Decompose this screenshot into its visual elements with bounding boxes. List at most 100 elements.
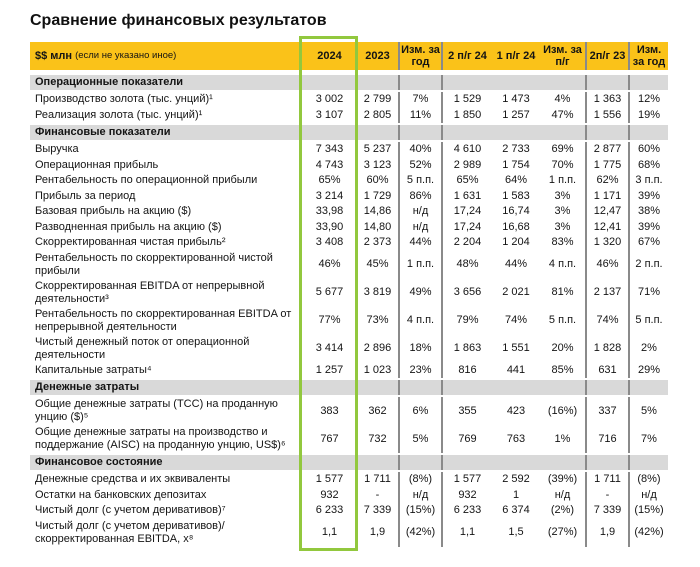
cell-chg-hoh bbox=[540, 125, 585, 140]
section-row: Финансовое состояние bbox=[30, 453, 668, 472]
cell-2h-23: 631 bbox=[585, 362, 628, 378]
cell-2h-24: 3 656 bbox=[441, 278, 492, 307]
cell-2h-24 bbox=[441, 125, 492, 140]
table-row: Рентабельность по скорректированной чист… bbox=[30, 250, 668, 279]
cell-chg-yoy: 86% bbox=[398, 188, 441, 204]
cell-2h-24: 4 610 bbox=[441, 142, 492, 158]
cell-2024 bbox=[302, 455, 357, 470]
cell-chg-hoh: (27%) bbox=[547, 526, 578, 538]
cell-1h-24: 1 551 bbox=[502, 342, 530, 354]
cell-chg-hoh: 3% bbox=[554, 189, 571, 202]
cell-chg-yoy-half: 19% bbox=[628, 107, 668, 123]
cell-2h-24: 6 233 bbox=[441, 503, 492, 519]
table-row: Общие денежные затраты (TCC) на проданну… bbox=[30, 397, 668, 425]
cell-chg-hoh: 81% bbox=[551, 286, 574, 298]
cell-chg-yoy-half: 2 п.п. bbox=[628, 250, 668, 279]
cell-chg-yoy bbox=[398, 380, 441, 395]
cell-2023: 3 123 bbox=[363, 158, 392, 171]
cell-chg-yoy: 18% bbox=[398, 334, 441, 363]
cell-2h-23: 1 828 bbox=[585, 334, 628, 363]
cell-chg-yoy-half bbox=[628, 75, 668, 90]
cell-chg-yoy-half: 12% bbox=[628, 92, 668, 108]
cell-chg-yoy: н/д bbox=[398, 487, 441, 503]
cell-chg-hoh: (39%) bbox=[547, 473, 578, 486]
unit-label: $$ млн bbox=[35, 50, 73, 62]
cell-1h-24 bbox=[492, 380, 540, 395]
cell-2023: 5 237 bbox=[363, 143, 392, 156]
cell-1h-24 bbox=[492, 455, 540, 470]
table-row: Реализация золота (тыс. унций)¹ 3 107 2 80… bbox=[30, 107, 668, 123]
table-row: Выручка 7 343 5 237 40% 4 610 2 733 69% 2 877 60… bbox=[30, 142, 668, 158]
cell-chg-yoy-half: 38% bbox=[628, 204, 668, 220]
cell-chg-yoy: 49% bbox=[398, 278, 441, 307]
table-row: Общие денежные затраты на производство и… bbox=[30, 425, 668, 453]
cell-2h-23: 2 137 bbox=[585, 278, 628, 307]
row-label: Рентабельность по скорректированной чист… bbox=[35, 251, 273, 277]
cell-2h-23: 1 171 bbox=[585, 188, 628, 204]
cell-2h-24: 355 bbox=[441, 397, 492, 425]
cell-2h-24: 816 bbox=[441, 362, 492, 378]
cell-2h-23: 337 bbox=[585, 397, 628, 425]
cell-2h-23: 46% bbox=[585, 250, 628, 279]
cell-chg-hoh bbox=[540, 455, 585, 470]
row-label: Общие денежные затраты на производство и… bbox=[35, 426, 286, 451]
cell-1h-24: 1 754 bbox=[502, 158, 530, 171]
column-header-1h-24: 1 п/г 24 bbox=[496, 50, 536, 62]
column-header-2h-24: 2 п/г 24 bbox=[441, 42, 492, 70]
cell-1h-24: 1,5 bbox=[508, 526, 524, 538]
cell-2h-24: 48% bbox=[441, 250, 492, 279]
cell-chg-hoh: 4 п.п. bbox=[548, 258, 577, 270]
cell-chg-yoy-half: 39% bbox=[628, 188, 668, 204]
cell-2h-23: 1 711 bbox=[585, 472, 628, 488]
cell-1h-24: 1 257 bbox=[502, 108, 530, 121]
row-label: Денежные средства и их эквиваленты bbox=[35, 473, 231, 486]
row-label: Прибыль за период bbox=[35, 189, 136, 202]
cell-2023: 2 799 bbox=[363, 93, 392, 106]
cell-2024: 767 bbox=[320, 432, 339, 445]
cell-2023: 14,80 bbox=[363, 220, 392, 233]
row-label: Скорректированная EBITDA от непрерывной … bbox=[35, 279, 265, 305]
cell-2h-24: 2 204 bbox=[441, 235, 492, 251]
cell-2024: 46% bbox=[318, 258, 341, 270]
cell-chg-yoy bbox=[398, 125, 441, 140]
cell-2023: 60% bbox=[366, 174, 389, 187]
table-row: Чистый долг (с учетом деривативов)⁷ 6 233… bbox=[30, 503, 668, 519]
cell-1h-24: 423 bbox=[506, 404, 526, 417]
cell-2024: 383 bbox=[320, 404, 339, 417]
cell-2h-24: 79% bbox=[441, 306, 492, 335]
cell-1h-24: 1 204 bbox=[502, 236, 530, 249]
cell-2h-23: 7 339 bbox=[585, 503, 628, 519]
cell-2024: 3 107 bbox=[315, 108, 344, 121]
row-label: Чистый денежный поток от операционной де… bbox=[35, 335, 250, 361]
cell-2h-23: 12,47 bbox=[585, 204, 628, 220]
cell-2023: - bbox=[375, 488, 380, 501]
cell-2024: 1 577 bbox=[315, 473, 344, 486]
cell-chg-yoy: н/д bbox=[398, 204, 441, 220]
cell-2023: 2 373 bbox=[363, 236, 392, 249]
cell-chg-hoh: 83% bbox=[551, 236, 574, 249]
cell-2023: 14,86 bbox=[363, 205, 392, 218]
cell-2023: 1,9 bbox=[369, 526, 386, 538]
row-label: Остатки на банковских депозитах bbox=[35, 488, 207, 501]
cell-2024 bbox=[302, 125, 357, 140]
cell-chg-hoh: 20% bbox=[551, 342, 574, 354]
cell-chg-hoh bbox=[540, 380, 585, 395]
row-label: Чистый долг (с учетом деривативов)⁷ bbox=[35, 504, 226, 517]
cell-1h-24: 2 733 bbox=[502, 143, 530, 156]
column-header-2h-23: 2п/г 23 bbox=[585, 42, 628, 70]
cell-1h-24: 763 bbox=[506, 432, 526, 445]
cell-2023 bbox=[357, 455, 398, 470]
cell-chg-yoy: 44% bbox=[398, 235, 441, 251]
cell-2024: 1 257 bbox=[315, 363, 344, 376]
table-row: Скорректированная EBITDA от непрерывной … bbox=[30, 278, 668, 307]
cell-chg-yoy: (42%) bbox=[398, 518, 441, 547]
column-header-chg-hoh: Изм. за п/г bbox=[543, 44, 582, 68]
cell-chg-yoy-half: 39% bbox=[628, 219, 668, 235]
cell-chg-hoh: 3% bbox=[554, 220, 571, 233]
cell-2h-24: 1 529 bbox=[441, 92, 492, 108]
cell-2h-24: 1 850 bbox=[441, 107, 492, 123]
cell-2023: 3 819 bbox=[363, 286, 392, 298]
cell-2h-24 bbox=[441, 75, 492, 90]
cell-2h-23: 1 775 bbox=[585, 157, 628, 173]
table-row: Капитальные затраты⁴ 1 257 1 023 23% 816 441 8… bbox=[30, 362, 668, 378]
